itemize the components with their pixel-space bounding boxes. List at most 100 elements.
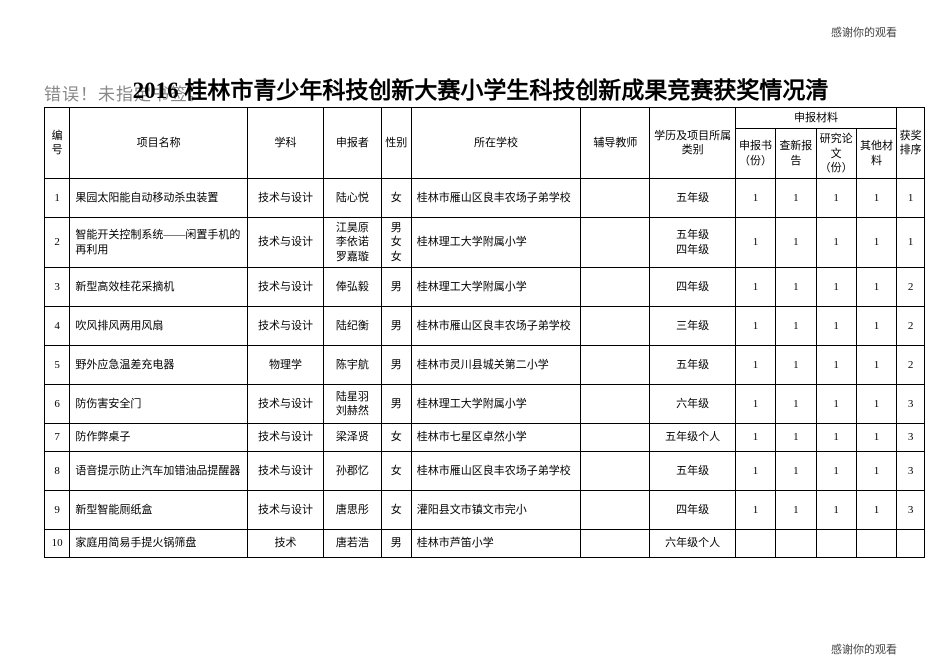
cell-rank: 3 <box>897 491 925 530</box>
cell-rank: 1 <box>897 179 925 218</box>
cell-school: 桂林理工大学附属小学 <box>411 385 581 424</box>
cell-m2: 1 <box>776 268 816 307</box>
cell-tutor <box>581 385 650 424</box>
cell-m3: 1 <box>816 307 856 346</box>
cell-m1: 1 <box>735 491 775 530</box>
cell-m2: 1 <box>776 346 816 385</box>
cell-rank: 2 <box>897 307 925 346</box>
cell-m3: 1 <box>816 218 856 268</box>
cell-grade: 五年级个人 <box>650 424 735 452</box>
cell-applicant: 陆星羽刘赫然 <box>324 385 382 424</box>
cell-m4: 1 <box>856 307 896 346</box>
cell-name: 新型智能厕纸盒 <box>70 491 248 530</box>
cell-rank: 2 <box>897 346 925 385</box>
cell-m2: 1 <box>776 385 816 424</box>
th-m4: 其他材料 <box>856 129 896 179</box>
th-subject: 学科 <box>247 108 323 179</box>
cell-school: 桂林理工大学附属小学 <box>411 218 581 268</box>
cell-subject: 技术与设计 <box>247 424 323 452</box>
table-row: 1果园太阳能自动移动杀虫装置技术与设计陆心悦女桂林市雁山区良丰农场子弟学校五年级… <box>45 179 925 218</box>
cell-m2: 1 <box>776 424 816 452</box>
cell-applicant: 孙郡忆 <box>324 452 382 491</box>
cell-school: 桂林市雁山区良丰农场子弟学校 <box>411 179 581 218</box>
cell-tutor <box>581 452 650 491</box>
cell-grade: 五年级四年级 <box>650 218 735 268</box>
th-tutor: 辅导教师 <box>581 108 650 179</box>
cell-m4: 1 <box>856 452 896 491</box>
th-rank: 获奖排序 <box>897 108 925 179</box>
cell-sex: 女 <box>381 179 411 218</box>
cell-sex: 男女女 <box>381 218 411 268</box>
cell-rank <box>897 530 925 558</box>
cell-sex: 男 <box>381 346 411 385</box>
cell-m2: 1 <box>776 307 816 346</box>
table-row: 7防作弊桌子技术与设计梁泽贤女桂林市七星区卓然小学五年级个人11113 <box>45 424 925 452</box>
cell-m1: 1 <box>735 385 775 424</box>
cell-name: 防作弊桌子 <box>70 424 248 452</box>
cell-m2: 1 <box>776 179 816 218</box>
cell-tutor <box>581 491 650 530</box>
cell-name: 家庭用简易手提火锅筛盘 <box>70 530 248 558</box>
cell-tutor <box>581 530 650 558</box>
cell-grade: 四年级 <box>650 268 735 307</box>
cell-tutor <box>581 218 650 268</box>
cell-sex: 女 <box>381 424 411 452</box>
th-m2: 查新报告 <box>776 129 816 179</box>
cell-name: 语音提示防止汽车加错油品提醒器 <box>70 452 248 491</box>
table-row: 5野外应急温差充电器物理学陈宇航男桂林市灵川县城关第二小学五年级11112 <box>45 346 925 385</box>
cell-tutor <box>581 424 650 452</box>
th-applicant: 申报者 <box>324 108 382 179</box>
cell-m2: 1 <box>776 452 816 491</box>
cell-num: 6 <box>45 385 70 424</box>
table-row: 6防伤害安全门技术与设计陆星羽刘赫然男桂林理工大学附属小学六年级11113 <box>45 385 925 424</box>
cell-m2 <box>776 530 816 558</box>
cell-m1: 1 <box>735 452 775 491</box>
cell-subject: 技术与设计 <box>247 385 323 424</box>
cell-m4: 1 <box>856 385 896 424</box>
cell-applicant: 陆心悦 <box>324 179 382 218</box>
cell-sex: 男 <box>381 307 411 346</box>
awards-table: 编号 项目名称 学科 申报者 性别 所在学校 辅导教师 学历及项目所属类别 申报… <box>44 107 925 558</box>
cell-applicant: 陈宇航 <box>324 346 382 385</box>
cell-m1: 1 <box>735 424 775 452</box>
cell-subject: 物理学 <box>247 346 323 385</box>
cell-rank: 2 <box>897 268 925 307</box>
cell-sex: 男 <box>381 268 411 307</box>
th-name: 项目名称 <box>70 108 248 179</box>
cell-num: 8 <box>45 452 70 491</box>
page-title: 2016 桂林市青少年科技创新大赛小学生科技创新成果竞赛获奖情况清 <box>52 71 909 105</box>
cell-subject: 技术与设计 <box>247 452 323 491</box>
cell-subject: 技术与设计 <box>247 179 323 218</box>
cell-num: 3 <box>45 268 70 307</box>
cell-applicant: 梁泽贤 <box>324 424 382 452</box>
cell-sex: 女 <box>381 491 411 530</box>
cell-m1: 1 <box>735 346 775 385</box>
cell-num: 7 <box>45 424 70 452</box>
cell-m4: 1 <box>856 268 896 307</box>
table-row: 3新型高效桂花采摘机技术与设计俸弘毅男桂林理工大学附属小学四年级11112 <box>45 268 925 307</box>
cell-applicant: 陆纪衡 <box>324 307 382 346</box>
cell-grade: 五年级 <box>650 179 735 218</box>
cell-school: 桂林市雁山区良丰农场子弟学校 <box>411 452 581 491</box>
cell-rank: 3 <box>897 385 925 424</box>
cell-sex: 男 <box>381 530 411 558</box>
cell-m4: 1 <box>856 179 896 218</box>
cell-m1: 1 <box>735 307 775 346</box>
cell-num: 10 <box>45 530 70 558</box>
cell-subject: 技术与设计 <box>247 218 323 268</box>
th-num: 编号 <box>45 108 70 179</box>
cell-sex: 女 <box>381 452 411 491</box>
cell-m1 <box>735 530 775 558</box>
cell-num: 4 <box>45 307 70 346</box>
cell-subject: 技术 <box>247 530 323 558</box>
th-m1: 申报书（份） <box>735 129 775 179</box>
cell-school: 桂林理工大学附属小学 <box>411 268 581 307</box>
cell-tutor <box>581 346 650 385</box>
th-sex: 性别 <box>381 108 411 179</box>
cell-m1: 1 <box>735 268 775 307</box>
cell-subject: 技术与设计 <box>247 307 323 346</box>
cell-name: 野外应急温差充电器 <box>70 346 248 385</box>
cell-applicant: 唐思彤 <box>324 491 382 530</box>
cell-m2: 1 <box>776 218 816 268</box>
cell-grade: 五年级 <box>650 452 735 491</box>
